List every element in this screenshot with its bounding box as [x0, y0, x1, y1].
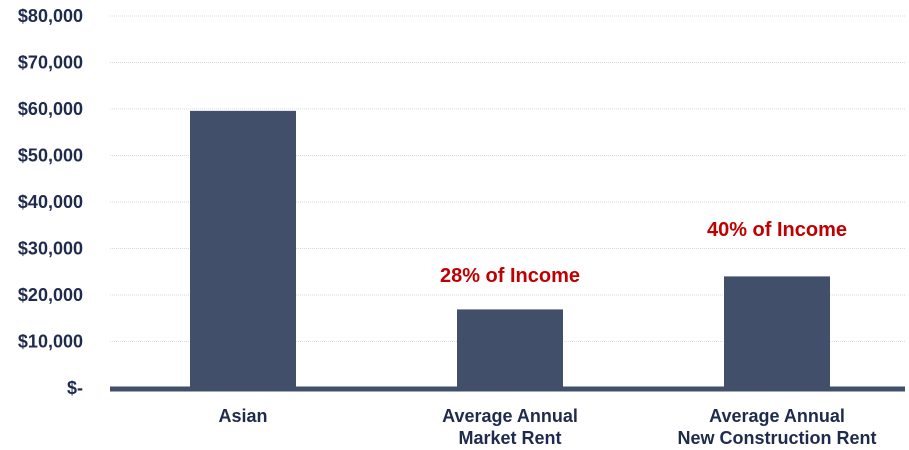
y-tick-label: $60,000	[18, 99, 83, 119]
y-tick-label: $70,000	[18, 53, 83, 73]
y-tick-label: $-	[67, 378, 83, 398]
y-tick-label: $50,000	[18, 146, 83, 166]
y-tick-label: $80,000	[18, 6, 83, 26]
category-label: Market Rent	[458, 428, 561, 448]
annotation-label: 40% of Income	[707, 219, 847, 241]
y-tick-label: $10,000	[18, 332, 83, 352]
bar	[190, 110, 296, 389]
annotations: 28% of Income 40% of Income	[440, 219, 847, 287]
category-label: Average Annual	[442, 406, 578, 426]
category-label: Average Annual	[709, 406, 845, 426]
bars	[190, 110, 830, 389]
y-tick-label: $20,000	[18, 285, 83, 305]
y-tick-label: $30,000	[18, 239, 83, 259]
y-tick-label: $40,000	[18, 192, 83, 212]
category-label: New Construction Rent	[677, 428, 876, 448]
annotation-label: 28% of Income	[440, 265, 580, 287]
y-tick-labels: $- $10,000 $20,000 $30,000 $40,000 $50,000 $60…	[18, 6, 83, 398]
bar	[457, 309, 563, 388]
category-label: Asian	[218, 406, 267, 426]
bar	[724, 276, 830, 388]
